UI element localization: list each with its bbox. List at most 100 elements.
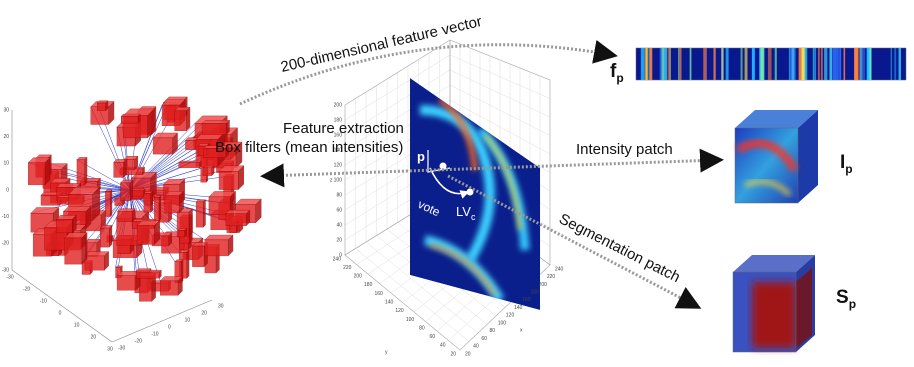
- box-filter: [77, 160, 85, 185]
- y-tick-label: 20: [450, 351, 456, 357]
- x-tick-label: -20: [23, 286, 30, 292]
- z-axis-label: z: [330, 177, 333, 183]
- box-filter: [105, 191, 110, 216]
- box-filter: [165, 196, 179, 213]
- strip-band: [678, 48, 679, 80]
- box-side: [109, 225, 112, 247]
- strip-band: [789, 48, 790, 80]
- s-sub: p: [849, 297, 856, 311]
- strip-band: [813, 48, 814, 80]
- x-tick-label: 20: [465, 351, 471, 357]
- y-tick-label: 100: [406, 317, 415, 323]
- strip-band: [854, 48, 856, 80]
- box-side: [82, 233, 87, 264]
- i-symbol: Ip: [840, 152, 853, 176]
- strip-band: [891, 48, 892, 80]
- y-tick-label: 60: [430, 334, 436, 340]
- x-tick-label: 40: [473, 344, 479, 350]
- box-side: [85, 157, 87, 185]
- point-label: p: [417, 149, 425, 164]
- z-tick-label: 80: [336, 192, 342, 198]
- x-tick-label: -10: [40, 298, 47, 304]
- volume-plot: p vote LVc 20018016014012010080604020024…: [330, 40, 564, 357]
- strip-band: [713, 48, 715, 80]
- x-tick-label: 220: [547, 274, 556, 280]
- strip-band: [667, 48, 670, 80]
- z-tick-label: -20: [2, 241, 9, 247]
- segmentation-cube: [733, 255, 815, 352]
- box-filter: [118, 212, 133, 222]
- x-tick-label: 10: [74, 322, 80, 328]
- strip-band: [726, 48, 729, 80]
- strip-band: [801, 48, 804, 80]
- box-filter: [139, 277, 151, 302]
- f-sub: p: [616, 71, 623, 85]
- strip-band: [650, 48, 653, 80]
- x-tick-label: 140: [514, 305, 523, 311]
- heatmap-slice: [410, 78, 540, 310]
- x-tick-label: 240: [555, 266, 564, 272]
- strip-band: [741, 48, 743, 80]
- segmentation-patch-label: Segmentation patch: [556, 210, 683, 286]
- strip-band: [814, 48, 816, 80]
- box-side: [124, 159, 127, 177]
- y-tick-label: 0: [168, 324, 171, 330]
- y-tick-label: 140: [385, 300, 394, 306]
- x-axis-label: x: [520, 327, 523, 333]
- strip-band: [703, 48, 707, 80]
- box-side: [45, 158, 50, 185]
- box-top: [57, 183, 81, 187]
- i-sub: p: [845, 162, 852, 176]
- axis-line: [12, 270, 112, 342]
- strip-band: [660, 48, 662, 80]
- intensity-cube: [735, 110, 818, 203]
- box-filter: [178, 230, 184, 237]
- box-filter: [192, 246, 204, 267]
- box-filter: [100, 228, 109, 247]
- z-tick-label: 100: [334, 177, 343, 183]
- box-filter: [137, 226, 154, 245]
- y-axis-label: y: [385, 349, 388, 355]
- strip-band: [641, 48, 644, 80]
- y-tick-label: 80: [419, 325, 425, 331]
- box-filter: [154, 197, 159, 220]
- box-filter: [97, 103, 106, 111]
- y-tick-label: -20: [135, 338, 142, 344]
- s-symbol: Sp: [836, 287, 856, 311]
- figure: 3020100-10-20-30-30-20-100102030-30-20-1…: [0, 0, 914, 367]
- strip-band: [818, 48, 819, 80]
- box-filter: [28, 163, 45, 185]
- strip-band: [821, 48, 823, 80]
- feature-vector-label: 200-dimensional feature vector: [279, 13, 484, 76]
- box-side: [159, 196, 161, 221]
- box-filter: [153, 138, 173, 154]
- y-tick-label: 200: [354, 274, 363, 280]
- box-top: [136, 270, 161, 272]
- box-filter: [203, 168, 212, 176]
- lv-text: LV: [456, 204, 471, 219]
- box-top: [202, 120, 229, 123]
- box-filter-plot: 3020100-10-20-30-30-20-100102030-30-20-1…: [2, 97, 261, 352]
- lv-sub: c: [471, 212, 476, 222]
- feature-vector-strip: [636, 48, 906, 80]
- box-side: [110, 190, 112, 217]
- strip-band: [860, 48, 862, 80]
- strip-band: [894, 48, 896, 80]
- box-filter: [56, 219, 72, 233]
- box-filters-label: Box filters (mean intensities): [215, 139, 403, 156]
- strip-band: [752, 48, 755, 80]
- z-tick-label: 30: [3, 107, 9, 113]
- box-filter: [121, 116, 138, 123]
- strip-band: [839, 48, 841, 80]
- box-filter: [202, 124, 226, 135]
- strip-band: [775, 48, 777, 80]
- intensity-patch-label: Intensity patch: [576, 141, 673, 158]
- strip-band: [829, 48, 832, 80]
- x-tick-label: 120: [506, 313, 515, 319]
- y-tick-label: -30: [118, 345, 125, 351]
- strip-band: [768, 48, 772, 80]
- y-tick-label: -10: [151, 331, 158, 337]
- box-filter: [226, 214, 246, 226]
- y-tick-label: 160: [374, 291, 383, 297]
- box-filter: [175, 111, 187, 131]
